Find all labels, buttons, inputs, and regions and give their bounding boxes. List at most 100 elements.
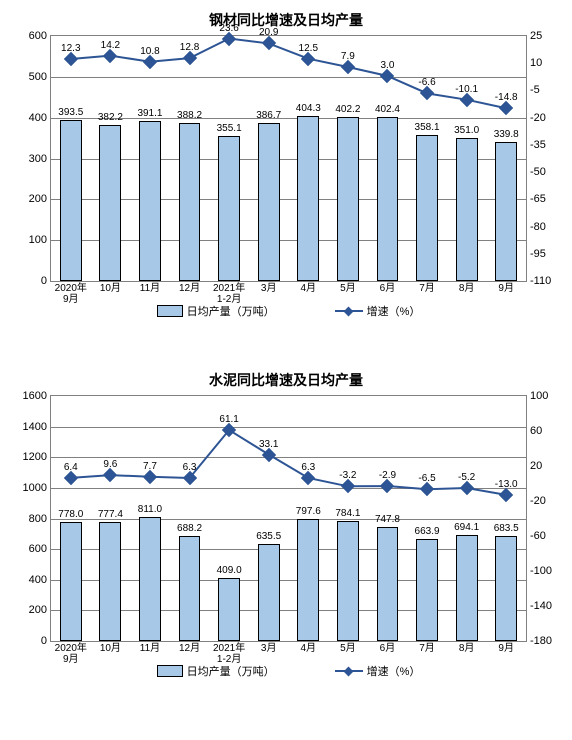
- x-tick: 6月: [380, 641, 396, 654]
- line-marker: [222, 31, 236, 45]
- line-marker: [103, 468, 117, 482]
- legend-label: 日均产量（万吨）: [187, 663, 275, 679]
- line-marker: [222, 423, 236, 437]
- bar-label: 777.4: [98, 509, 123, 520]
- legend: 日均产量（万吨）增速（%）: [51, 303, 526, 319]
- bar-label: 797.6: [296, 506, 321, 517]
- line-label: -2.9: [379, 470, 396, 481]
- x-tick: 5月: [340, 641, 356, 654]
- x-tick: 6月: [380, 281, 396, 294]
- line-label: 14.2: [101, 40, 120, 51]
- x-tick: 7月: [419, 641, 435, 654]
- bar: [495, 536, 517, 641]
- x-tick: 4月: [301, 281, 317, 294]
- y-right-tick: 10: [526, 57, 542, 69]
- x-tick: 2020年 9月: [55, 281, 87, 305]
- line-label: 7.9: [341, 51, 355, 62]
- x-tick: 11月: [140, 641, 160, 654]
- line-marker: [341, 60, 355, 74]
- bar: [139, 121, 161, 281]
- x-tick: 4月: [301, 641, 317, 654]
- chart-title-2: 水泥同比增速及日均产量: [10, 370, 562, 390]
- x-tick: 9月: [498, 641, 514, 654]
- legend-swatch-icon: [157, 305, 183, 317]
- line-marker: [64, 471, 78, 485]
- line-label: -14.8: [495, 92, 518, 103]
- y-right-tick: -5: [526, 84, 540, 96]
- legend-item-bar: 日均产量（万吨）: [157, 303, 275, 319]
- line-marker: [380, 69, 394, 83]
- bar: [297, 116, 319, 281]
- plot-area-1: 0100200300400500600-110-95-80-65-50-35-2…: [50, 35, 527, 282]
- y-right-tick: -180: [526, 635, 552, 647]
- y-right-tick: -50: [526, 166, 546, 178]
- y-left-tick: 400: [29, 112, 51, 124]
- bar-label: 391.1: [137, 108, 162, 119]
- grid-line: [51, 77, 526, 78]
- bar-label: 355.1: [217, 123, 242, 134]
- grid-line: [51, 457, 526, 458]
- y-left-tick: 1200: [23, 451, 51, 463]
- y-left-tick: 600: [29, 30, 51, 42]
- line-label: 9.6: [103, 459, 117, 470]
- bar: [139, 517, 161, 641]
- line-label: 23.6: [219, 23, 238, 34]
- chart-title-1: 钢材同比增速及日均产量: [10, 10, 562, 30]
- bar: [495, 142, 517, 281]
- bar: [218, 578, 240, 641]
- line-label: -6.5: [418, 473, 435, 484]
- y-right-tick: -100: [526, 565, 552, 577]
- line-label: 6.3: [183, 462, 197, 473]
- y-left-tick: 1000: [23, 482, 51, 494]
- x-tick: 11月: [140, 281, 160, 294]
- line-label: 20.9: [259, 27, 278, 38]
- bar: [258, 544, 280, 641]
- bar: [99, 522, 121, 641]
- legend-label: 增速（%）: [367, 663, 421, 679]
- y-right-tick: -60: [526, 530, 546, 542]
- bar: [218, 136, 240, 281]
- bar-label: 635.5: [256, 531, 281, 542]
- y-right-tick: -95: [526, 248, 546, 260]
- x-tick: 9月: [498, 281, 514, 294]
- y-left-tick: 200: [29, 193, 51, 205]
- line-marker: [341, 479, 355, 493]
- bar: [337, 117, 359, 281]
- y-left-tick: 800: [29, 513, 51, 525]
- bar: [179, 536, 201, 641]
- bar: [337, 521, 359, 641]
- x-tick: 2021年 1-2月: [213, 641, 245, 665]
- bar: [179, 123, 201, 282]
- line-marker: [499, 488, 513, 502]
- y-left-tick: 1600: [23, 390, 51, 402]
- line-marker: [143, 55, 157, 69]
- line-label: 12.8: [180, 42, 199, 53]
- bar-label: 402.2: [335, 104, 360, 115]
- y-left-tick: 0: [41, 635, 51, 647]
- bar-label: 382.2: [98, 112, 123, 123]
- y-left-tick: 1400: [23, 421, 51, 433]
- y-left-tick: 0: [41, 275, 51, 287]
- bar: [99, 125, 121, 281]
- bar-label: 683.5: [494, 523, 519, 534]
- legend: 日均产量（万吨） 增速（%）: [51, 663, 526, 679]
- y-right-tick: -140: [526, 600, 552, 612]
- y-left-tick: 200: [29, 604, 51, 616]
- line-label: -13.0: [495, 479, 518, 490]
- y-right-tick: 60: [526, 425, 542, 437]
- bar: [416, 135, 438, 281]
- y-right-tick: 25: [526, 30, 542, 42]
- bar-label: 339.8: [494, 129, 519, 140]
- y-right-tick: 100: [526, 390, 548, 402]
- y-left-tick: 500: [29, 71, 51, 83]
- y-left-tick: 400: [29, 574, 51, 586]
- bar: [377, 117, 399, 281]
- bar: [456, 535, 478, 641]
- line-label: 12.3: [61, 43, 80, 54]
- bar: [456, 138, 478, 281]
- bar-label: 351.0: [454, 125, 479, 136]
- legend-line-icon: [335, 310, 363, 312]
- x-tick: 10月: [100, 281, 121, 294]
- line-marker: [420, 86, 434, 100]
- y-right-tick: -35: [526, 139, 546, 151]
